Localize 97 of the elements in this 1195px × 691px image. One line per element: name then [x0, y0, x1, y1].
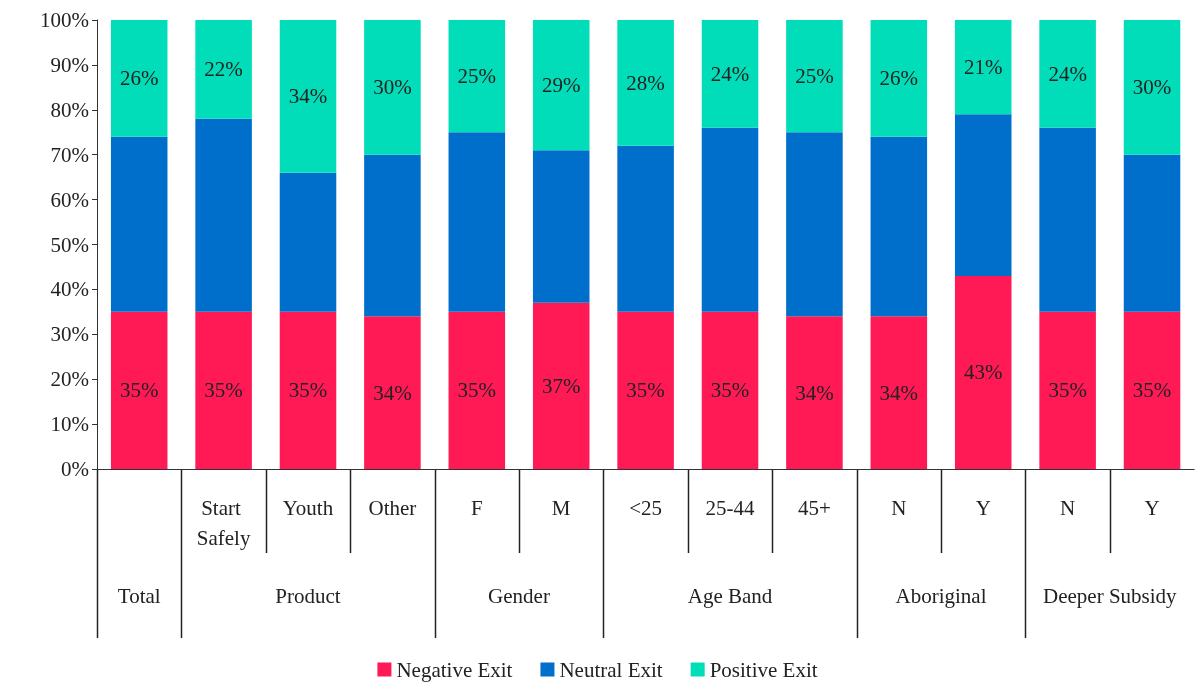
bar [195, 20, 252, 119]
data-label: 35% [204, 378, 243, 403]
data-label: 35% [626, 378, 665, 403]
text: Age Band [687, 584, 773, 608]
bar [195, 311, 252, 469]
x-tick-label: Youth [282, 496, 334, 520]
bar [448, 20, 506, 133]
x-tick-label: 45+ [798, 496, 831, 520]
data-label: 25% [795, 64, 834, 89]
y-tick-label: 70% [50, 142, 89, 167]
bar [1123, 20, 1181, 155]
data-label: 35% [457, 378, 497, 403]
bar [532, 20, 590, 151]
x-tick-label: N [1060, 496, 1076, 520]
y-tick-label: 0% [61, 457, 89, 481]
bar [870, 316, 928, 469]
x-tick-label: Y [1144, 496, 1160, 520]
data-label: 30% [1132, 75, 1172, 100]
bar [1123, 311, 1181, 469]
text: Total [117, 584, 161, 608]
bar [701, 20, 759, 128]
data-label: 35% [1132, 378, 1172, 403]
bar [954, 114, 1012, 276]
data-label: 30% [373, 75, 412, 100]
data-label: 25% [457, 64, 497, 89]
y-tick-label: 90% [50, 52, 89, 77]
bar [532, 302, 590, 469]
bar [1123, 154, 1181, 312]
bar [870, 136, 928, 317]
y-tick-label: 80% [50, 97, 89, 122]
bar [364, 316, 421, 469]
y-tick-label: 40% [50, 277, 89, 302]
bar [279, 20, 337, 173]
data-label: 35% [1048, 378, 1087, 403]
y-tick-label: 20% [50, 367, 89, 392]
x-tick-label: <25 [629, 496, 663, 520]
y-tick-label: 10% [50, 412, 89, 437]
x-tick-label: F [470, 496, 483, 520]
bar [701, 127, 759, 312]
bar [364, 20, 421, 155]
data-label: 34% [373, 380, 412, 405]
data-label: 35% [710, 378, 750, 403]
bar [110, 136, 168, 312]
bar [701, 311, 759, 469]
data-label: 37% [541, 373, 581, 398]
bar [954, 275, 1012, 469]
bar [786, 20, 843, 133]
legend-label: Positive Exit [709, 657, 818, 682]
data-label: 24% [710, 61, 750, 86]
bar [195, 118, 252, 312]
x-tick-label: Other [368, 496, 417, 520]
legend-label: Negative Exit [396, 657, 513, 682]
data-label: 26% [879, 66, 919, 91]
y-tick-label: 100% [40, 8, 89, 32]
bar [279, 172, 337, 312]
bar [110, 311, 168, 469]
data-label: 35% [119, 378, 159, 403]
bar [448, 311, 506, 469]
text: Deeper Subsidy [1043, 584, 1178, 608]
data-label: 21% [963, 55, 1003, 80]
y-tick-label: 50% [50, 232, 89, 257]
data-label: 29% [541, 73, 581, 98]
legend-label: Neutral Exit [559, 657, 663, 682]
x-tick-label: Start Safely [196, 496, 251, 550]
bar [279, 311, 337, 469]
bar [110, 20, 168, 137]
data-label: 43% [963, 360, 1003, 385]
bar [1039, 127, 1096, 312]
bar [1039, 311, 1096, 469]
data-label: 24% [1048, 61, 1087, 86]
data-label: 26% [119, 66, 159, 91]
bar [617, 311, 674, 469]
x-tick-label: Y [975, 496, 991, 520]
bar [786, 316, 843, 469]
x-tick-label: N [891, 496, 907, 520]
data-label: 34% [288, 84, 328, 109]
bar [870, 20, 928, 137]
bar [364, 154, 421, 317]
bar [617, 145, 674, 312]
x-tick-label: M [551, 496, 571, 520]
text: Gender [488, 584, 550, 608]
data-label: 34% [879, 380, 919, 405]
bar [954, 20, 1012, 115]
data-label: 28% [626, 70, 665, 95]
bar [448, 132, 506, 312]
x-tick-label: 25-44 [705, 496, 756, 520]
y-tick-label: 30% [50, 322, 89, 347]
bar [617, 20, 674, 146]
data-label: 22% [204, 57, 243, 82]
y-tick-label: 60% [50, 187, 89, 212]
text: Product [275, 584, 341, 608]
bar [532, 150, 590, 303]
bar [786, 132, 843, 317]
data-label: 34% [795, 380, 834, 405]
bar [1039, 20, 1096, 128]
data-label: 35% [288, 378, 328, 403]
text: Aboriginal [895, 584, 987, 608]
